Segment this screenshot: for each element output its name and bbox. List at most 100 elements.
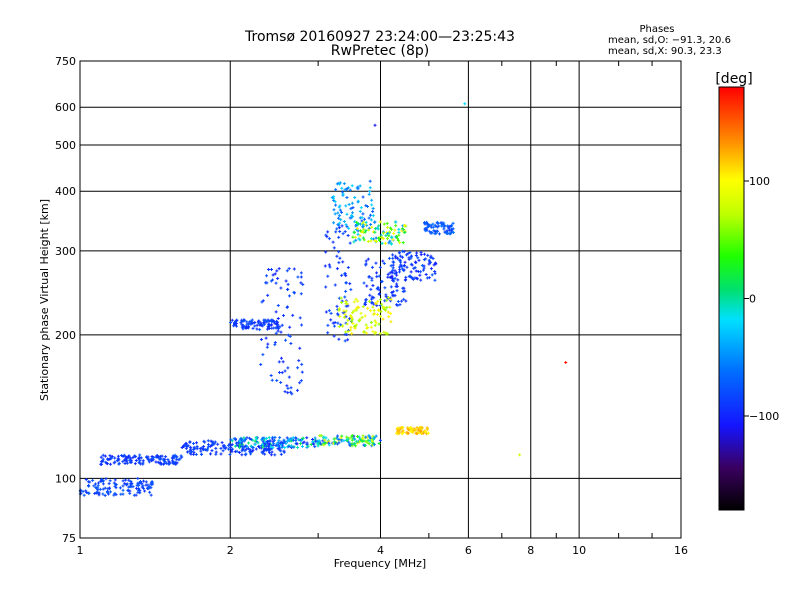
data-point xyxy=(390,291,394,295)
data-point xyxy=(391,290,395,294)
data-point xyxy=(332,437,336,441)
data-point xyxy=(253,324,257,328)
data-point xyxy=(390,236,394,240)
data-point xyxy=(430,273,434,277)
data-point xyxy=(345,187,349,191)
data-point xyxy=(375,240,379,244)
data-point xyxy=(300,370,304,374)
data-point xyxy=(388,275,392,279)
data-point xyxy=(379,298,383,302)
data-point xyxy=(112,493,116,497)
data-point xyxy=(419,270,423,274)
data-point xyxy=(369,287,373,291)
data-point xyxy=(426,253,430,257)
data-point xyxy=(255,327,259,331)
data-point xyxy=(338,314,342,318)
data-point xyxy=(447,226,451,230)
data-point xyxy=(351,321,355,325)
data-point xyxy=(277,267,281,271)
data-point xyxy=(311,442,315,446)
data-point xyxy=(352,300,356,304)
data-point xyxy=(371,434,375,438)
data-point xyxy=(286,386,290,390)
data-point xyxy=(372,443,376,447)
data-point xyxy=(82,493,86,497)
data-point xyxy=(344,223,348,227)
data-point xyxy=(299,275,303,279)
data-point xyxy=(409,270,413,274)
plot-frame xyxy=(79,60,682,539)
data-point xyxy=(110,456,114,460)
data-point xyxy=(210,449,214,453)
data-point xyxy=(229,445,233,449)
data-point xyxy=(285,436,289,440)
data-point xyxy=(350,311,354,315)
data-point xyxy=(387,296,391,300)
data-point xyxy=(341,232,345,236)
data-point xyxy=(350,332,354,336)
data-point xyxy=(287,375,291,379)
data-point xyxy=(285,305,289,309)
data-point xyxy=(354,238,358,242)
data-point xyxy=(99,459,103,463)
data-point xyxy=(342,315,346,319)
data-point xyxy=(306,444,310,448)
data-point xyxy=(368,435,372,439)
data-point xyxy=(275,269,279,273)
data-point xyxy=(384,293,388,297)
data-point xyxy=(127,478,131,482)
data-point xyxy=(264,448,268,452)
data-point xyxy=(125,459,129,463)
data-point xyxy=(564,360,568,364)
data-point xyxy=(370,438,374,442)
data-point xyxy=(262,449,266,453)
data-point xyxy=(349,325,353,329)
data-point xyxy=(374,434,378,438)
colorbar xyxy=(718,86,745,511)
data-point xyxy=(161,457,165,461)
data-point xyxy=(379,235,383,239)
data-point xyxy=(348,282,352,286)
data-point xyxy=(348,317,352,321)
data-point xyxy=(380,279,384,283)
data-point xyxy=(253,443,257,447)
data-point xyxy=(318,434,322,438)
data-point xyxy=(305,436,309,440)
data-point xyxy=(269,323,273,327)
data-point xyxy=(299,292,303,296)
data-point xyxy=(249,444,253,448)
y-tick-label: 600 xyxy=(55,101,76,114)
data-point xyxy=(185,450,189,454)
data-point xyxy=(418,429,422,433)
data-point xyxy=(337,205,341,209)
data-point xyxy=(374,261,378,265)
phase-stats-x: mean, sd,X: 90.3, 23.3 xyxy=(608,46,722,57)
data-point xyxy=(391,253,395,257)
data-point xyxy=(251,326,255,330)
data-point xyxy=(397,227,401,231)
data-point xyxy=(289,439,293,443)
data-point xyxy=(145,486,149,490)
data-point xyxy=(345,322,349,326)
data-point xyxy=(137,484,141,488)
data-point xyxy=(198,447,202,451)
data-point xyxy=(377,274,381,278)
data-point xyxy=(415,426,419,430)
data-point xyxy=(345,195,349,199)
data-point xyxy=(377,224,381,228)
data-point xyxy=(208,452,212,456)
y-tick-label: 500 xyxy=(55,139,76,152)
data-point xyxy=(338,256,342,260)
data-point xyxy=(129,482,133,486)
data-point xyxy=(406,252,410,256)
data-point xyxy=(258,328,262,332)
data-point xyxy=(278,436,282,440)
data-point xyxy=(413,428,417,432)
data-point xyxy=(113,478,117,482)
data-point xyxy=(145,456,149,460)
data-point xyxy=(344,315,348,319)
data-point xyxy=(433,224,437,228)
data-point xyxy=(311,440,315,444)
data-point xyxy=(428,261,432,265)
data-point xyxy=(345,333,349,337)
